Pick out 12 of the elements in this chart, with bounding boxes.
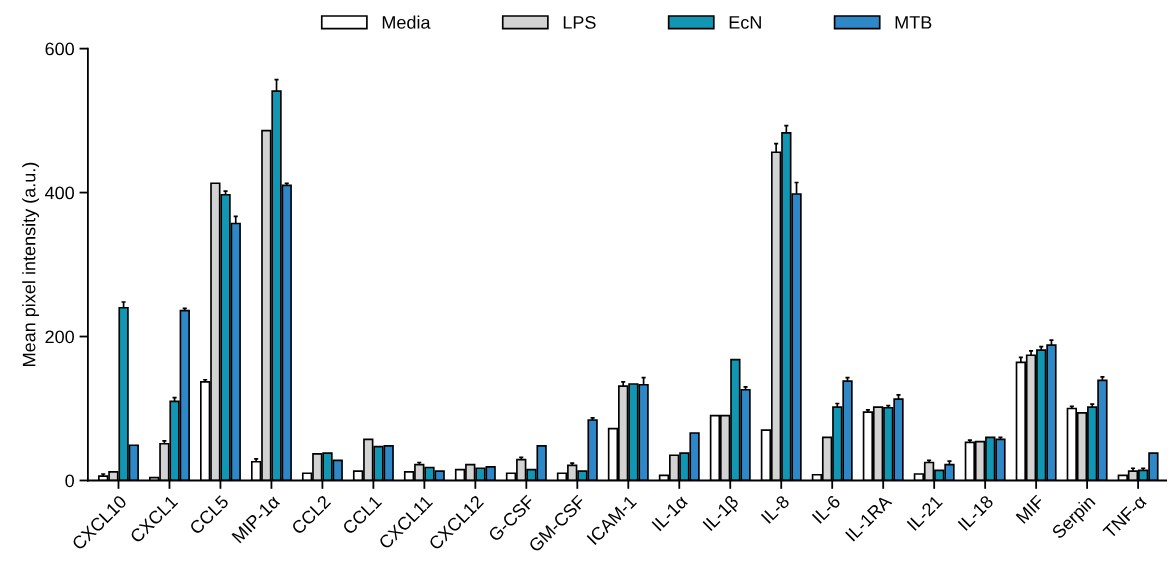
- legend-label: MTB: [895, 16, 932, 29]
- legend-label: LPS: [563, 16, 596, 29]
- y-tick-label: 400: [45, 186, 74, 200]
- legend-label: EcN: [729, 16, 761, 29]
- y-axis-title: Mean pixel intensity (a.u.): [22, 162, 40, 366]
- x-tick-label: IL-8: [760, 494, 791, 524]
- y-tick-label: 200: [45, 330, 74, 344]
- y-tick-label: 0: [65, 474, 74, 488]
- y-tick-label: 600: [45, 42, 74, 56]
- x-tick-label: IL-6: [811, 494, 842, 524]
- legend-label: Media: [382, 15, 431, 29]
- x-tick-label: MIF: [1015, 494, 1045, 524]
